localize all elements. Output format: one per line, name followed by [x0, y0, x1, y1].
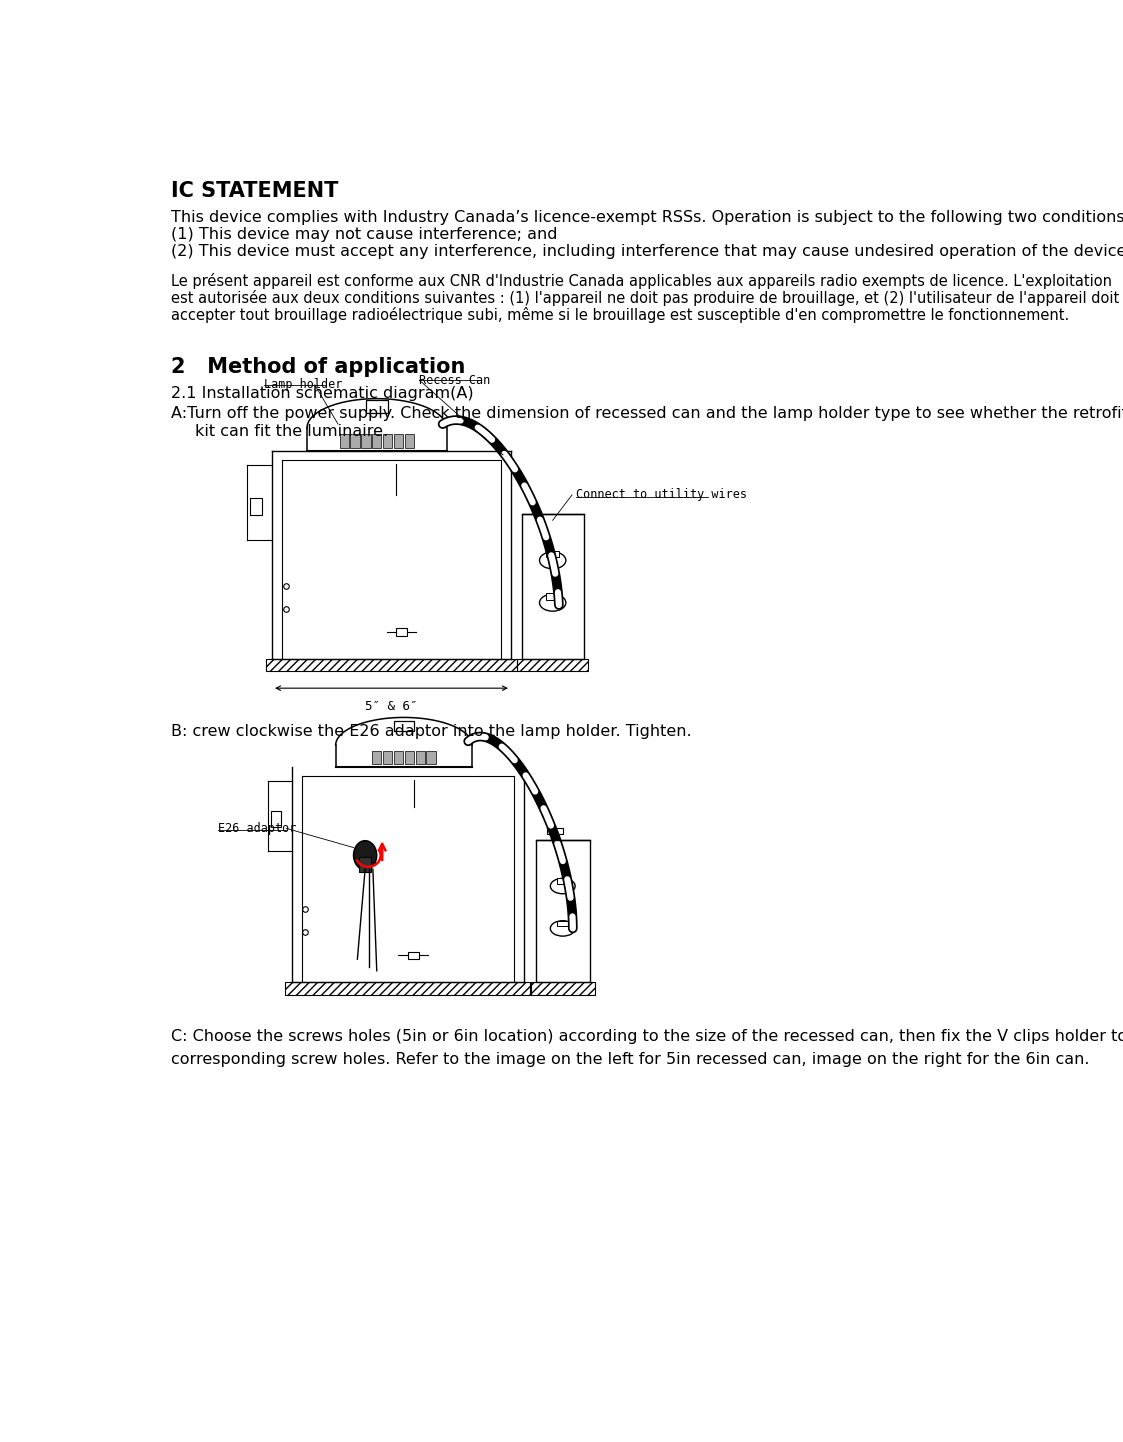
Text: B: crew clockwise the E26 adaptor into the lamp holder. Tighten.: B: crew clockwise the E26 adaptor into t…: [172, 724, 692, 740]
Ellipse shape: [539, 552, 566, 568]
Bar: [339, 434, 349, 448]
Text: Recess Can: Recess Can: [419, 373, 491, 386]
Bar: [362, 434, 371, 448]
Bar: [372, 751, 382, 764]
Ellipse shape: [354, 841, 376, 870]
Text: IC STATEMENT: IC STATEMENT: [172, 180, 339, 200]
Bar: [266, 659, 517, 671]
Text: accepter tout brouillage radioélectrique subi, même si le brouillage est suscept: accepter tout brouillage radioélectrique…: [172, 307, 1069, 323]
Bar: [408, 952, 419, 959]
Bar: [271, 812, 282, 826]
Bar: [404, 434, 414, 448]
Bar: [517, 659, 588, 671]
Bar: [396, 629, 407, 636]
Bar: [547, 594, 559, 600]
Text: E26 adaptor: E26 adaptor: [218, 822, 296, 835]
Bar: [427, 751, 436, 764]
Text: kit can fit the luminaire.: kit can fit the luminaire.: [194, 424, 387, 438]
Ellipse shape: [539, 594, 566, 611]
Bar: [536, 839, 590, 982]
Text: est autorisée aux deux conditions suivantes : (1) l'appareil ne doit pas produir: est autorisée aux deux conditions suivan…: [172, 290, 1120, 306]
Bar: [531, 982, 594, 995]
Bar: [557, 920, 568, 926]
Text: A:Turn off the power supply. Check the dimension of recessed can and the lamp ho: A:Turn off the power supply. Check the d…: [172, 405, 1123, 421]
Ellipse shape: [550, 920, 575, 936]
Bar: [359, 857, 372, 872]
Bar: [522, 515, 584, 659]
Bar: [366, 401, 387, 412]
Bar: [394, 434, 403, 448]
Text: (2) This device must accept any interference, including interference that may ca: (2) This device must accept any interfer…: [172, 244, 1123, 260]
Bar: [372, 434, 382, 448]
Text: 2.1 Installation schematic diagram(A): 2.1 Installation schematic diagram(A): [172, 386, 474, 401]
Ellipse shape: [550, 878, 575, 894]
Bar: [350, 434, 359, 448]
Bar: [404, 751, 414, 764]
Bar: [416, 751, 424, 764]
Bar: [547, 828, 563, 833]
Bar: [557, 878, 568, 884]
Bar: [383, 434, 392, 448]
Bar: [383, 751, 392, 764]
Text: (1) This device may not cause interference; and: (1) This device may not cause interferen…: [172, 226, 558, 242]
Text: C: Choose the screws holes (5in or 6in location) according to the size of the re: C: Choose the screws holes (5in or 6in l…: [172, 1028, 1123, 1044]
Bar: [249, 497, 262, 515]
Bar: [285, 982, 530, 995]
Bar: [394, 751, 403, 764]
Text: Le présent appareil est conforme aux CNR d'Industrie Canada applicables aux appa: Le présent appareil est conforme aux CNR…: [172, 273, 1113, 290]
Text: Connect to utility wires: Connect to utility wires: [576, 489, 747, 502]
Text: Lamp holder: Lamp holder: [264, 378, 343, 391]
Text: 2   Method of application: 2 Method of application: [172, 358, 466, 376]
Bar: [394, 721, 414, 731]
Text: This device complies with Industry Canada’s licence-exempt RSSs. Operation is su: This device complies with Industry Canad…: [172, 211, 1123, 225]
Text: corresponding screw holes. Refer to the image on the left for 5in recessed can, : corresponding screw holes. Refer to the …: [172, 1051, 1090, 1067]
Bar: [547, 551, 559, 557]
Text: 5″ & 6″: 5″ & 6″: [365, 701, 418, 714]
